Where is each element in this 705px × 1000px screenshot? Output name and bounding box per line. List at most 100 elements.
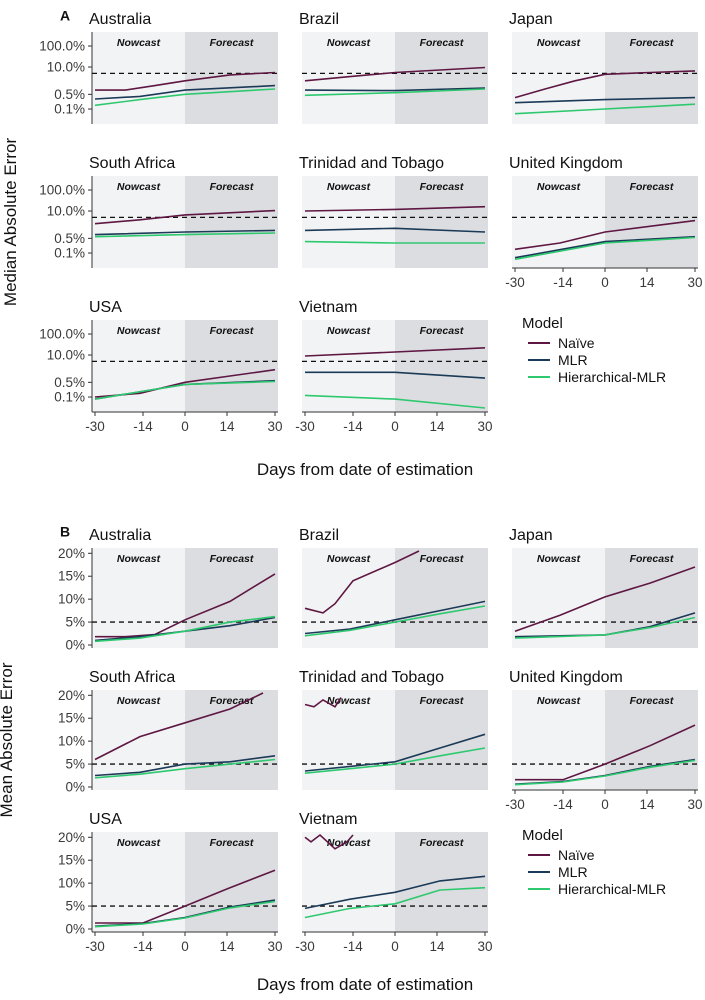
forecast-label: Forecast bbox=[210, 695, 254, 707]
y-tick-label: 0.5% bbox=[54, 375, 85, 390]
nowcast-label: Nowcast bbox=[537, 695, 581, 707]
facet-united-kingdom-B: United Kingdom Nowcast Forecast -30 -14 0 14 30 bbox=[505, 669, 702, 812]
nowcast-label: Nowcast bbox=[117, 37, 161, 49]
series-line-naive bbox=[514, 70, 696, 99]
nowcast-label: Nowcast bbox=[117, 837, 161, 849]
nowcast-label: Nowcast bbox=[537, 553, 581, 565]
facet-trinidad-and-tobago-B: Trinidad and Tobago Nowcast Forecast bbox=[299, 669, 488, 790]
nowcast-label: Nowcast bbox=[537, 181, 581, 193]
y-tick-label: 20% bbox=[58, 688, 85, 703]
facet-title: Trinidad and Tobago bbox=[299, 669, 444, 686]
nowcast-label: Nowcast bbox=[327, 695, 371, 707]
y-tick-label: 0% bbox=[65, 922, 85, 937]
y-tick-label: 0.5% bbox=[54, 87, 85, 102]
x-tick-label: 0 bbox=[391, 419, 399, 434]
facet-japan-A: Japan Nowcast Forecast bbox=[509, 11, 698, 124]
y-tick-label: 0.1% bbox=[54, 390, 85, 405]
nowcast-region bbox=[92, 690, 185, 790]
nowcast-label: Nowcast bbox=[327, 553, 371, 565]
facet-title: Brazil bbox=[299, 11, 339, 28]
x-tick-label: 14 bbox=[219, 939, 235, 954]
nowcast-label: Nowcast bbox=[537, 37, 581, 49]
series-line-hmlr bbox=[304, 605, 486, 637]
x-tick-label: 30 bbox=[267, 939, 282, 954]
y-tick-label: 100.0% bbox=[39, 183, 85, 198]
series-line-naive bbox=[95, 71, 276, 91]
x-tick-label: -14 bbox=[133, 419, 153, 434]
y-tick-label: 20% bbox=[58, 830, 85, 845]
nowcast-label: Nowcast bbox=[327, 837, 371, 849]
forecast-region bbox=[185, 548, 278, 648]
forecast-label: Forecast bbox=[420, 837, 464, 849]
facet-vietnam-A: Vietnam Nowcast Forecast -30 -14 0 14 30 bbox=[295, 299, 492, 434]
facet-usa-A: USA Nowcast Forecast 100.0% 10.0% 0.5%0.1%-30… bbox=[39, 299, 282, 434]
facet-title: Australia bbox=[89, 527, 151, 544]
facet-title: USA bbox=[89, 811, 122, 828]
x-tick-label: -14 bbox=[553, 797, 573, 812]
nowcast-region bbox=[302, 32, 395, 124]
legend-label-naive: Naïve bbox=[558, 847, 595, 863]
facet-title: South Africa bbox=[89, 155, 175, 172]
forecast-region bbox=[395, 832, 488, 932]
y-tick-label: 5% bbox=[65, 615, 85, 630]
forecast-label: Forecast bbox=[210, 553, 254, 565]
facet-south-africa-A: South Africa Nowcast Forecast 100.0% 10.0% 0.… bbox=[39, 155, 278, 268]
x-axis-title: Days from date of estimation bbox=[257, 460, 473, 479]
x-tick-label: 30 bbox=[477, 419, 492, 434]
series-line-hmlr bbox=[94, 900, 276, 928]
facet-australia-A: Australia Nowcast Forecast 100.0% 10.0% 0.5%0… bbox=[39, 11, 278, 124]
facet-title: Australia bbox=[89, 11, 151, 28]
series-line-hmlr bbox=[514, 759, 696, 786]
y-tick-label: 10% bbox=[58, 592, 85, 607]
facet-title: Vietnam bbox=[299, 299, 357, 316]
forecast-label: Forecast bbox=[210, 325, 254, 337]
series-line-hmlr bbox=[304, 886, 486, 919]
legend-label-hmlr: Hierarchical-MLR bbox=[558, 881, 666, 897]
x-tick-label: 30 bbox=[687, 797, 702, 812]
facet-japan-B: Japan Nowcast Forecast bbox=[509, 527, 698, 648]
nowcast-label: Nowcast bbox=[117, 695, 161, 707]
y-tick-label: 0.1% bbox=[54, 246, 85, 261]
facet-vietnam-B: Vietnam Nowcast Forecast -30 -14 0 14 30 bbox=[295, 811, 492, 954]
series-line-hmlr bbox=[514, 103, 696, 115]
nowcast-label: Nowcast bbox=[117, 325, 161, 337]
series-line-naive bbox=[514, 566, 696, 632]
nowcast-region bbox=[302, 176, 395, 268]
legend-label-mlr: MLR bbox=[558, 864, 588, 880]
series-line-hmlr bbox=[94, 758, 276, 779]
x-tick-label: 14 bbox=[429, 419, 445, 434]
y-tick-label: 10% bbox=[58, 876, 85, 891]
forecast-label: Forecast bbox=[420, 181, 464, 193]
nowcast-region bbox=[92, 832, 185, 932]
forecast-region bbox=[185, 176, 278, 268]
x-tick-label: 0 bbox=[181, 939, 189, 954]
facet-australia-B: Australia Nowcast Forecast 20% 15% 10% 5% 0% bbox=[58, 527, 278, 653]
facet-brazil-B: Brazil Nowcast Forecast bbox=[299, 527, 488, 648]
x-tick-label: 0 bbox=[181, 419, 189, 434]
x-tick-label: 0 bbox=[601, 797, 609, 812]
legend-title: Model bbox=[522, 315, 563, 332]
forecast-label: Forecast bbox=[420, 695, 464, 707]
facet-title: United Kingdom bbox=[509, 669, 623, 686]
x-tick-label: -30 bbox=[295, 419, 315, 434]
series-line-naive bbox=[94, 209, 276, 225]
nowcast-region bbox=[92, 32, 185, 124]
x-tick-label: 14 bbox=[429, 939, 445, 954]
series-line-hmlr bbox=[304, 88, 486, 97]
series-line-naive bbox=[95, 869, 276, 924]
facet-title: Brazil bbox=[299, 527, 339, 544]
series-line-hmlr bbox=[94, 232, 276, 238]
series-line-naive bbox=[304, 347, 486, 357]
series-line-naive bbox=[304, 833, 354, 850]
x-axis-title: Days from date of estimation bbox=[257, 975, 473, 994]
panel-label-B: B bbox=[60, 523, 70, 539]
x-tick-label: -30 bbox=[505, 797, 525, 812]
x-tick-label: 30 bbox=[267, 419, 282, 434]
series-line-mlr bbox=[304, 87, 486, 92]
series-line-mlr bbox=[304, 733, 486, 772]
forecast-region bbox=[395, 32, 488, 124]
nowcast-region bbox=[512, 176, 605, 268]
y-tick-label: 100.0% bbox=[39, 327, 85, 342]
series-line-naive bbox=[304, 66, 486, 82]
